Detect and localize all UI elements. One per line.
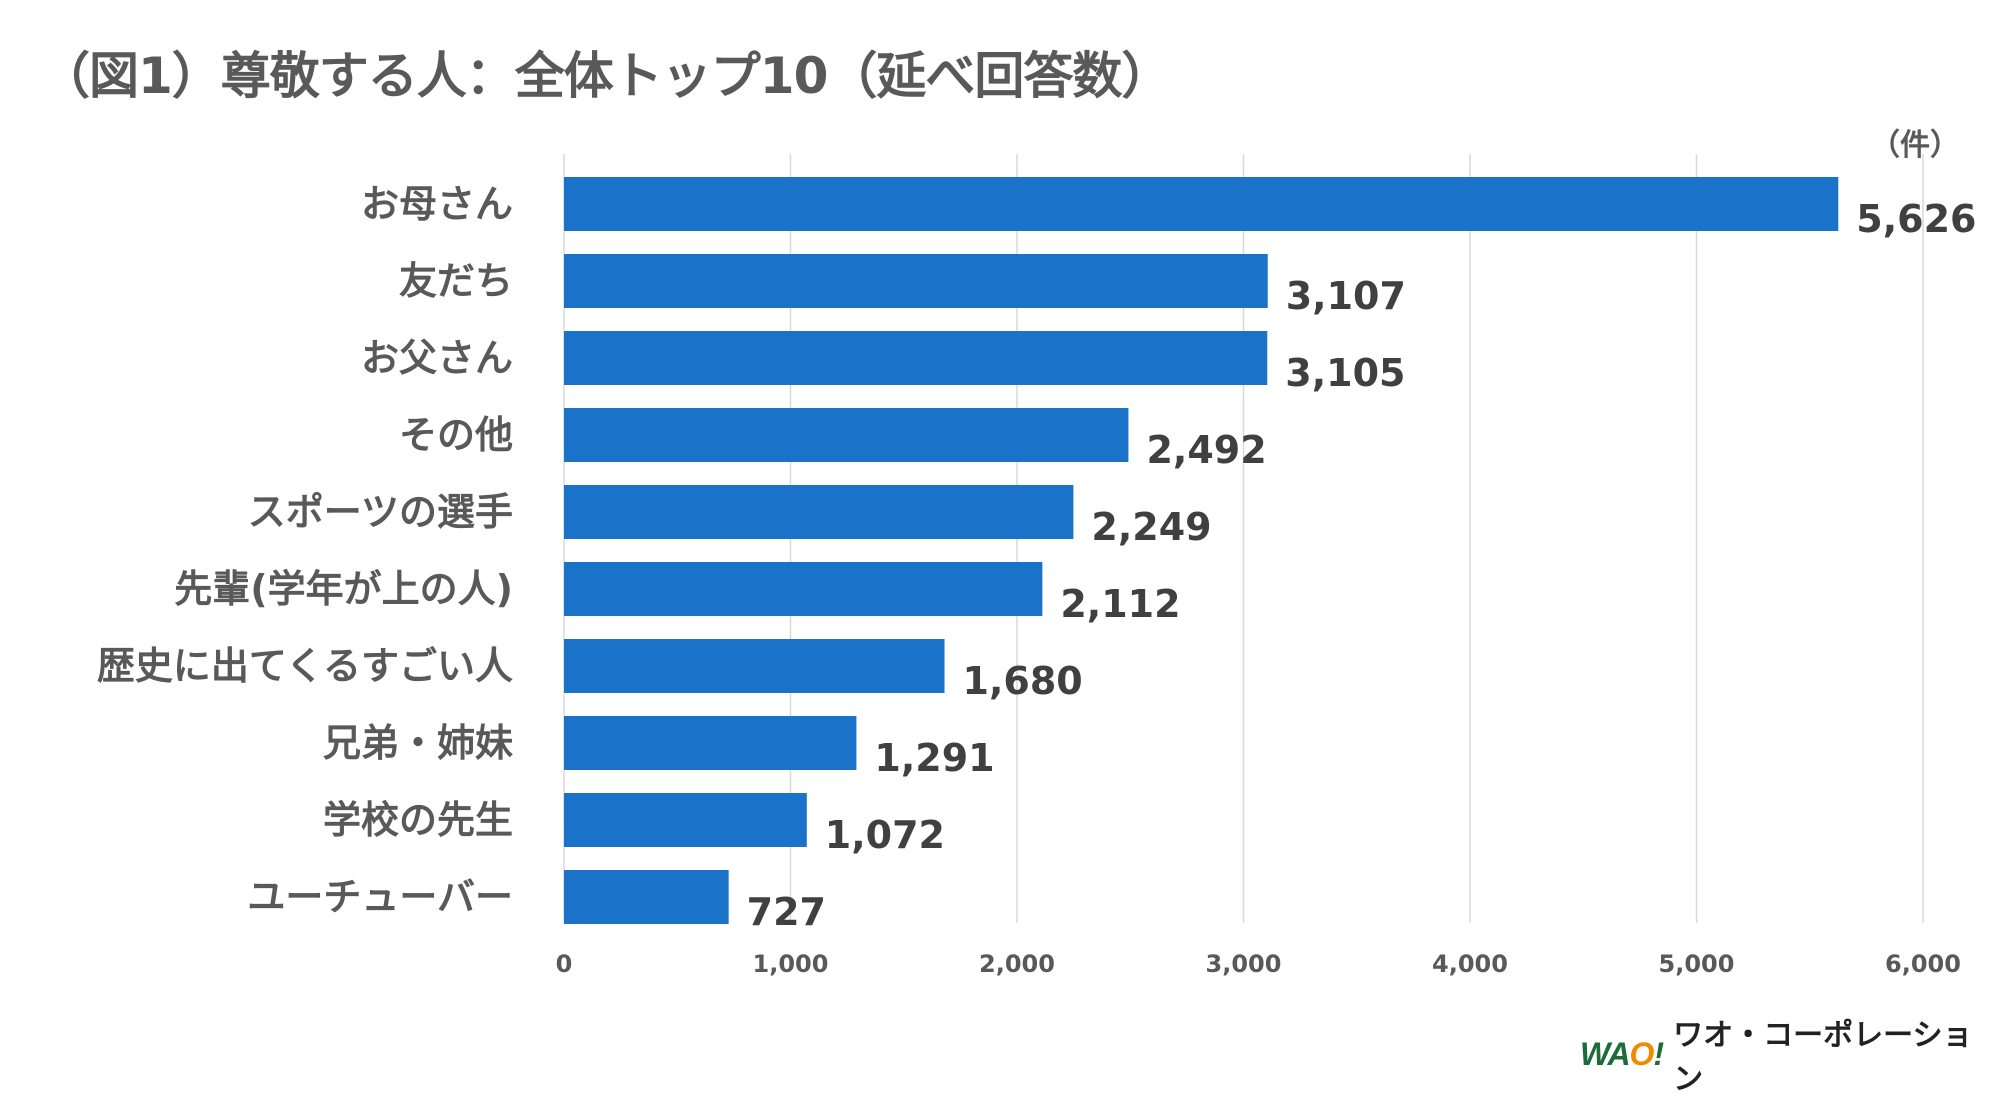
data-label: 727 bbox=[747, 890, 826, 934]
bar bbox=[564, 408, 1129, 462]
x-tick-label: 2,000 bbox=[979, 950, 1055, 978]
data-label: 2,492 bbox=[1146, 428, 1266, 472]
data-label: 1,291 bbox=[874, 736, 994, 780]
data-label: 3,107 bbox=[1286, 274, 1406, 318]
x-tick-label: 3,000 bbox=[1206, 950, 1282, 978]
category-label: 兄弟・姉妹 bbox=[323, 721, 513, 765]
x-tick-label: 6,000 bbox=[1885, 950, 1961, 978]
category-label: 友だち bbox=[399, 259, 513, 303]
company-name: ワオ・コーポレーション bbox=[1673, 1018, 1973, 1097]
wao-logo-mark: WAO! bbox=[1580, 1035, 1664, 1072]
data-label: 1,072 bbox=[825, 813, 945, 857]
category-label: お父さん bbox=[361, 336, 513, 380]
bar bbox=[564, 254, 1268, 308]
data-label: 5,626 bbox=[1856, 197, 1976, 241]
x-tick-label: 5,000 bbox=[1659, 950, 1735, 978]
category-label: 学校の先生 bbox=[323, 798, 513, 842]
bar bbox=[564, 331, 1268, 385]
bar bbox=[564, 485, 1074, 539]
bar bbox=[564, 870, 729, 924]
category-label: お母さん bbox=[361, 182, 513, 226]
x-tick-label: 4,000 bbox=[1432, 950, 1508, 978]
company-logo: WAO! ワオ・コーポレーション bbox=[1580, 1010, 2000, 1098]
category-label: その他 bbox=[399, 413, 513, 457]
category-label: スポーツの選手 bbox=[248, 490, 513, 534]
bar bbox=[564, 716, 857, 770]
data-label: 2,249 bbox=[1091, 505, 1211, 549]
bar bbox=[564, 177, 1839, 231]
data-label: 3,105 bbox=[1285, 351, 1405, 395]
bar bbox=[564, 562, 1043, 616]
data-label: 2,112 bbox=[1060, 582, 1180, 626]
x-tick-label: 0 bbox=[556, 950, 573, 978]
category-label: 歴史に出てくるすごい人 bbox=[97, 644, 513, 688]
x-tick-label: 1,000 bbox=[753, 950, 829, 978]
category-label: ユーチューバー bbox=[247, 875, 513, 919]
category-label: 先輩(学年が上の人) bbox=[174, 567, 513, 611]
chart-title: （図1）尊敬する人：全体トップ10（延べ回答数） bbox=[40, 47, 1171, 105]
bar bbox=[564, 639, 945, 693]
bar bbox=[564, 793, 807, 847]
data-label: 1,680 bbox=[963, 659, 1083, 703]
unit-label: （件） bbox=[1870, 128, 1960, 163]
